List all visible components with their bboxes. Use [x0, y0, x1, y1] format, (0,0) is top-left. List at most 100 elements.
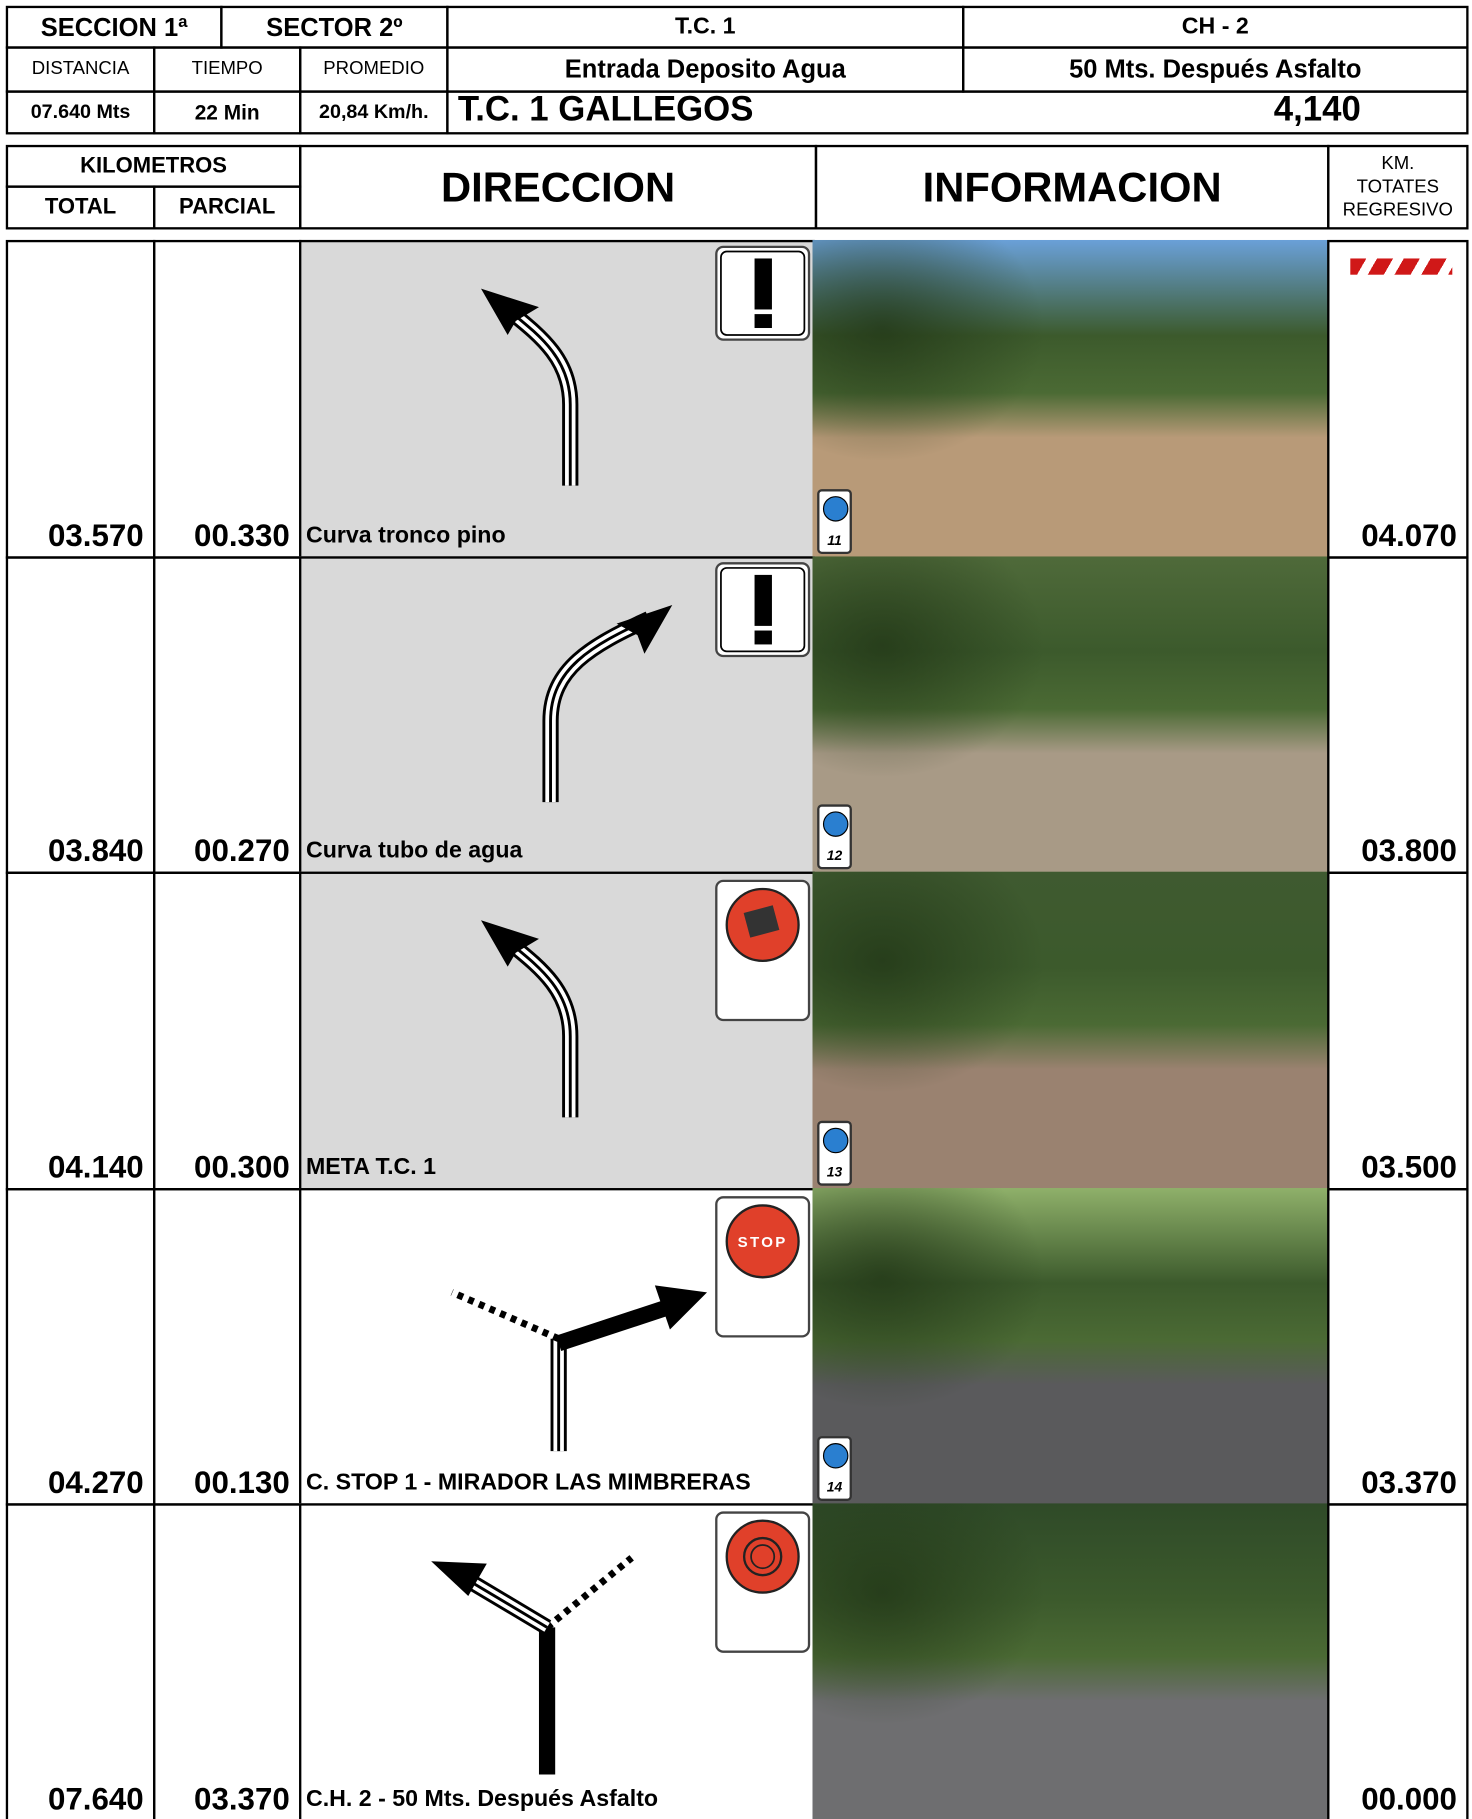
direction-cell: Curva tubo de agua: [299, 556, 815, 874]
barrier: [1350, 258, 1452, 274]
marker-number: 13: [819, 1163, 849, 1179]
instruction-label: Curva tronco pino: [306, 522, 506, 549]
parcial-cell: 00.330: [153, 240, 301, 558]
road-line: [508, 941, 571, 1117]
instruction-label: META T.C. 1: [306, 1154, 436, 1181]
photo-marker: 13: [817, 1120, 852, 1185]
marker-icon: [823, 1127, 848, 1152]
direction-cell: STOP C. STOP 1 - MIRADOR LAS MIMBRERAS: [299, 1187, 815, 1505]
total-cell: 04.140: [6, 872, 156, 1190]
parcial-km: 00.300: [194, 1149, 290, 1185]
photo-shade: [813, 556, 1046, 779]
regresivo-header-line: TOTATES: [1357, 176, 1439, 199]
road-line: [508, 309, 571, 485]
sign-disc: [727, 1521, 799, 1593]
regresivo-header-line: REGRESIVO: [1343, 199, 1453, 222]
marker-icon: [823, 495, 848, 520]
stage-box: T.C. 1 GALLEGOS 4,140: [446, 90, 1468, 134]
regresivo-km: 00.000: [1361, 1781, 1457, 1817]
photo-shade: [813, 872, 1046, 1095]
marker-icon: [823, 811, 848, 836]
seccion: SECCION 1ª: [6, 6, 223, 49]
stage-name: T.C. 1 GALLEGOS: [458, 90, 754, 129]
total-km: 07.640: [48, 1781, 144, 1817]
info-cell: 13: [813, 872, 1330, 1190]
direction-diagram: [301, 1506, 812, 1819]
info-cell: [813, 1503, 1330, 1819]
tiempo: 22 Min: [153, 90, 301, 134]
instruction-label: C. STOP 1 - MIRADOR LAS MIMBRERAS: [306, 1470, 751, 1497]
regresivo-header-line: KM.: [1381, 152, 1414, 175]
tiempo-label: TIEMPO: [153, 46, 301, 92]
direccion-header: DIRECCION: [299, 145, 817, 230]
parcial-header: PARCIAL: [153, 185, 301, 229]
stage-km: 4,140: [1274, 90, 1361, 129]
photo-shade: [813, 240, 1046, 463]
page-body: SECCION 1ª SECTOR 2º T.C. 1 CH - 2 DISTA…: [0, 0, 1472, 1819]
regresivo-km: 03.800: [1361, 833, 1457, 869]
info-cell: 12: [813, 556, 1330, 874]
parcial-km: 00.330: [194, 518, 290, 554]
regresivo-km: 03.370: [1361, 1465, 1457, 1501]
direction-diagram: [301, 242, 812, 556]
total-km: 03.570: [48, 518, 144, 554]
regresivo-cell: 00.000: [1327, 1503, 1468, 1819]
informacion-header: INFORMACION: [815, 145, 1330, 230]
main-road: [559, 1303, 678, 1342]
exclamation-dot: [755, 630, 772, 644]
regresivo-km: 04.070: [1361, 518, 1457, 554]
promedio-label: PROMEDIO: [299, 46, 449, 92]
photo-marker: 12: [817, 804, 852, 869]
marker-number: 12: [819, 847, 849, 863]
parcial-cell: 00.130: [153, 1187, 301, 1505]
parcial-cell: 03.370: [153, 1503, 301, 1819]
info-cell: 11: [813, 240, 1330, 558]
total-km: 03.840: [48, 833, 144, 869]
info-cell: 14: [813, 1187, 1330, 1505]
ch-title: CH - 2: [962, 6, 1469, 49]
roadbook-page: SECCION 1ª SECTOR 2º T.C. 1 CH - 2 DISTA…: [0, 0, 1472, 1819]
total-cell: 03.570: [6, 240, 156, 558]
direction-diagram: [301, 874, 812, 1188]
regresivo-cell: 03.800: [1327, 556, 1468, 874]
dotted-road: [547, 1558, 632, 1628]
arrow-head: [655, 1285, 707, 1329]
ch-name: 50 Mts. Después Asfalto: [962, 46, 1469, 92]
kilometros-header: KILOMETROS: [6, 145, 302, 188]
direction-cell: Curva tronco pino: [299, 240, 815, 558]
distancia: 07.640 Mts: [6, 90, 156, 134]
photo-marker: 14: [817, 1436, 852, 1501]
parcial-cell: 00.300: [153, 872, 301, 1190]
direction-diagram: [301, 558, 812, 872]
regresivo-cell: 04.070: [1327, 240, 1468, 558]
road-line: [551, 618, 650, 801]
total-km: 04.140: [48, 1149, 144, 1185]
total-header: TOTAL: [6, 185, 156, 229]
parcial-km: 00.130: [194, 1465, 290, 1501]
instruction-label: Curva tubo de agua: [306, 838, 522, 865]
instruction-label: C.H. 2 - 50 Mts. Después Asfalto: [306, 1786, 658, 1813]
parcial-cell: 00.270: [153, 556, 301, 874]
total-cell: 03.840: [6, 556, 156, 874]
marker-icon: [823, 1443, 848, 1468]
tc-title: T.C. 1: [446, 6, 964, 49]
parcial-km: 03.370: [194, 1781, 290, 1817]
sign-text: STOP: [738, 1234, 788, 1251]
exclamation-bar: [755, 574, 772, 625]
regresivo-cell: 03.370: [1327, 1187, 1468, 1505]
photo-shade: [813, 1503, 1046, 1726]
total-km: 04.270: [48, 1465, 144, 1501]
sector: SECTOR 2º: [220, 6, 448, 49]
regresivo-header: KM. TOTATES REGRESIVO: [1327, 145, 1468, 230]
promedio: 20,84 Km/h.: [299, 90, 449, 134]
direction-cell: META T.C. 1: [299, 872, 815, 1190]
marker-number: 14: [819, 1479, 849, 1495]
photo-shade: [813, 1187, 1046, 1410]
total-cell: 04.270: [6, 1187, 156, 1505]
exclamation-bar: [755, 258, 772, 309]
tc-name: Entrada Deposito Agua: [446, 46, 964, 92]
parcial-km: 00.270: [194, 833, 290, 869]
direction-cell: C.H. 2 - 50 Mts. Después Asfalto: [299, 1503, 815, 1819]
photo-marker: 11: [817, 489, 852, 554]
dotted-road: [452, 1292, 559, 1338]
